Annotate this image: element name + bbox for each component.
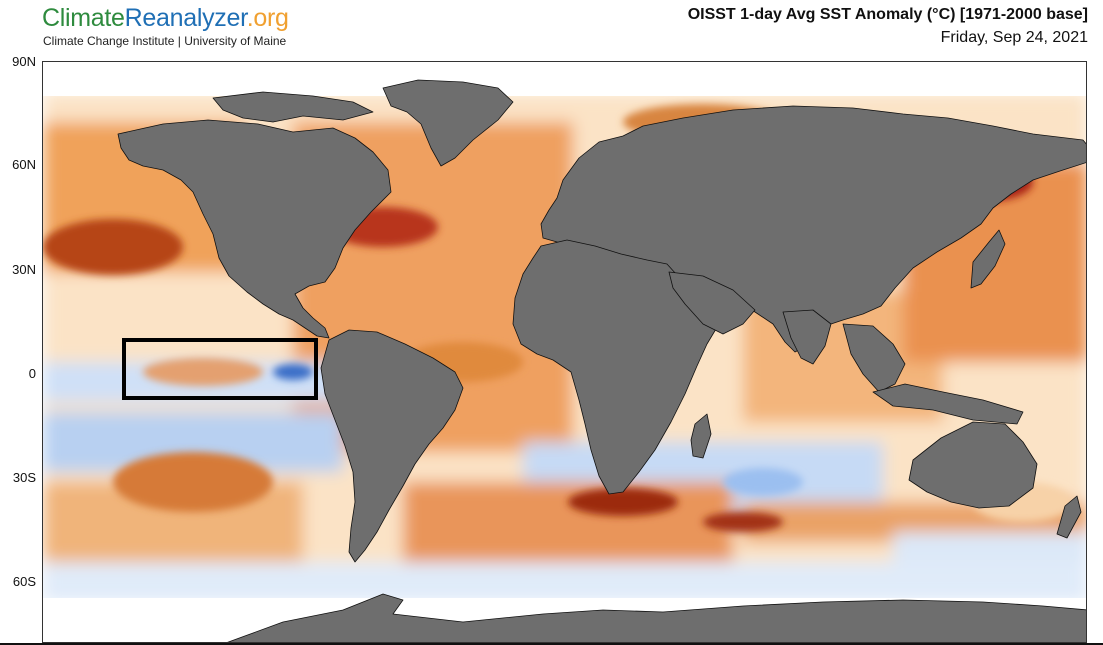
map-title: OISST 1-day Avg SST Anomaly (°C) [1971-2… (687, 6, 1088, 23)
nino-region-highlight-box (122, 338, 318, 400)
landmass-southeast-asia (842, 323, 906, 393)
lat-label-equator: 0 (28, 366, 36, 381)
map-date: Friday, Sep 24, 2021 (940, 29, 1088, 46)
logo-part-reanalyzer: Reanalyzer (124, 4, 247, 32)
logo-part-climate: Climate (42, 4, 125, 32)
lat-label-30n: 30N (12, 262, 36, 277)
site-logo[interactable]: ClimateReanalyzer.org (42, 4, 289, 33)
landmass-north-america (117, 119, 392, 339)
lat-label-60s: 60S (12, 574, 36, 589)
lat-label-60n: 60N (12, 157, 36, 172)
lat-label-90n: 90N (12, 54, 36, 69)
landmass-africa (512, 239, 720, 495)
landmass-greenland (382, 79, 514, 167)
landmass-canadian-arctic-islands (212, 91, 374, 123)
landmass-south-america (320, 329, 464, 563)
landmass-japan (970, 229, 1006, 289)
sst-anomaly-map[interactable] (42, 61, 1087, 643)
landmass-new-zealand (1056, 495, 1082, 539)
landmass-india (782, 309, 832, 365)
landmass-antarctica (227, 593, 1086, 642)
landmass-australia (908, 421, 1038, 509)
landmass-indonesia (872, 383, 1024, 425)
site-subtitle: Climate Change Institute | University of… (43, 34, 287, 48)
landmass-madagascar (690, 413, 712, 459)
bottom-border (0, 643, 1103, 645)
lat-label-30s: 30S (12, 470, 36, 485)
landmass-arabia (668, 271, 756, 335)
logo-part-org: .org (246, 4, 289, 32)
north-polar-nodata (43, 62, 1086, 96)
